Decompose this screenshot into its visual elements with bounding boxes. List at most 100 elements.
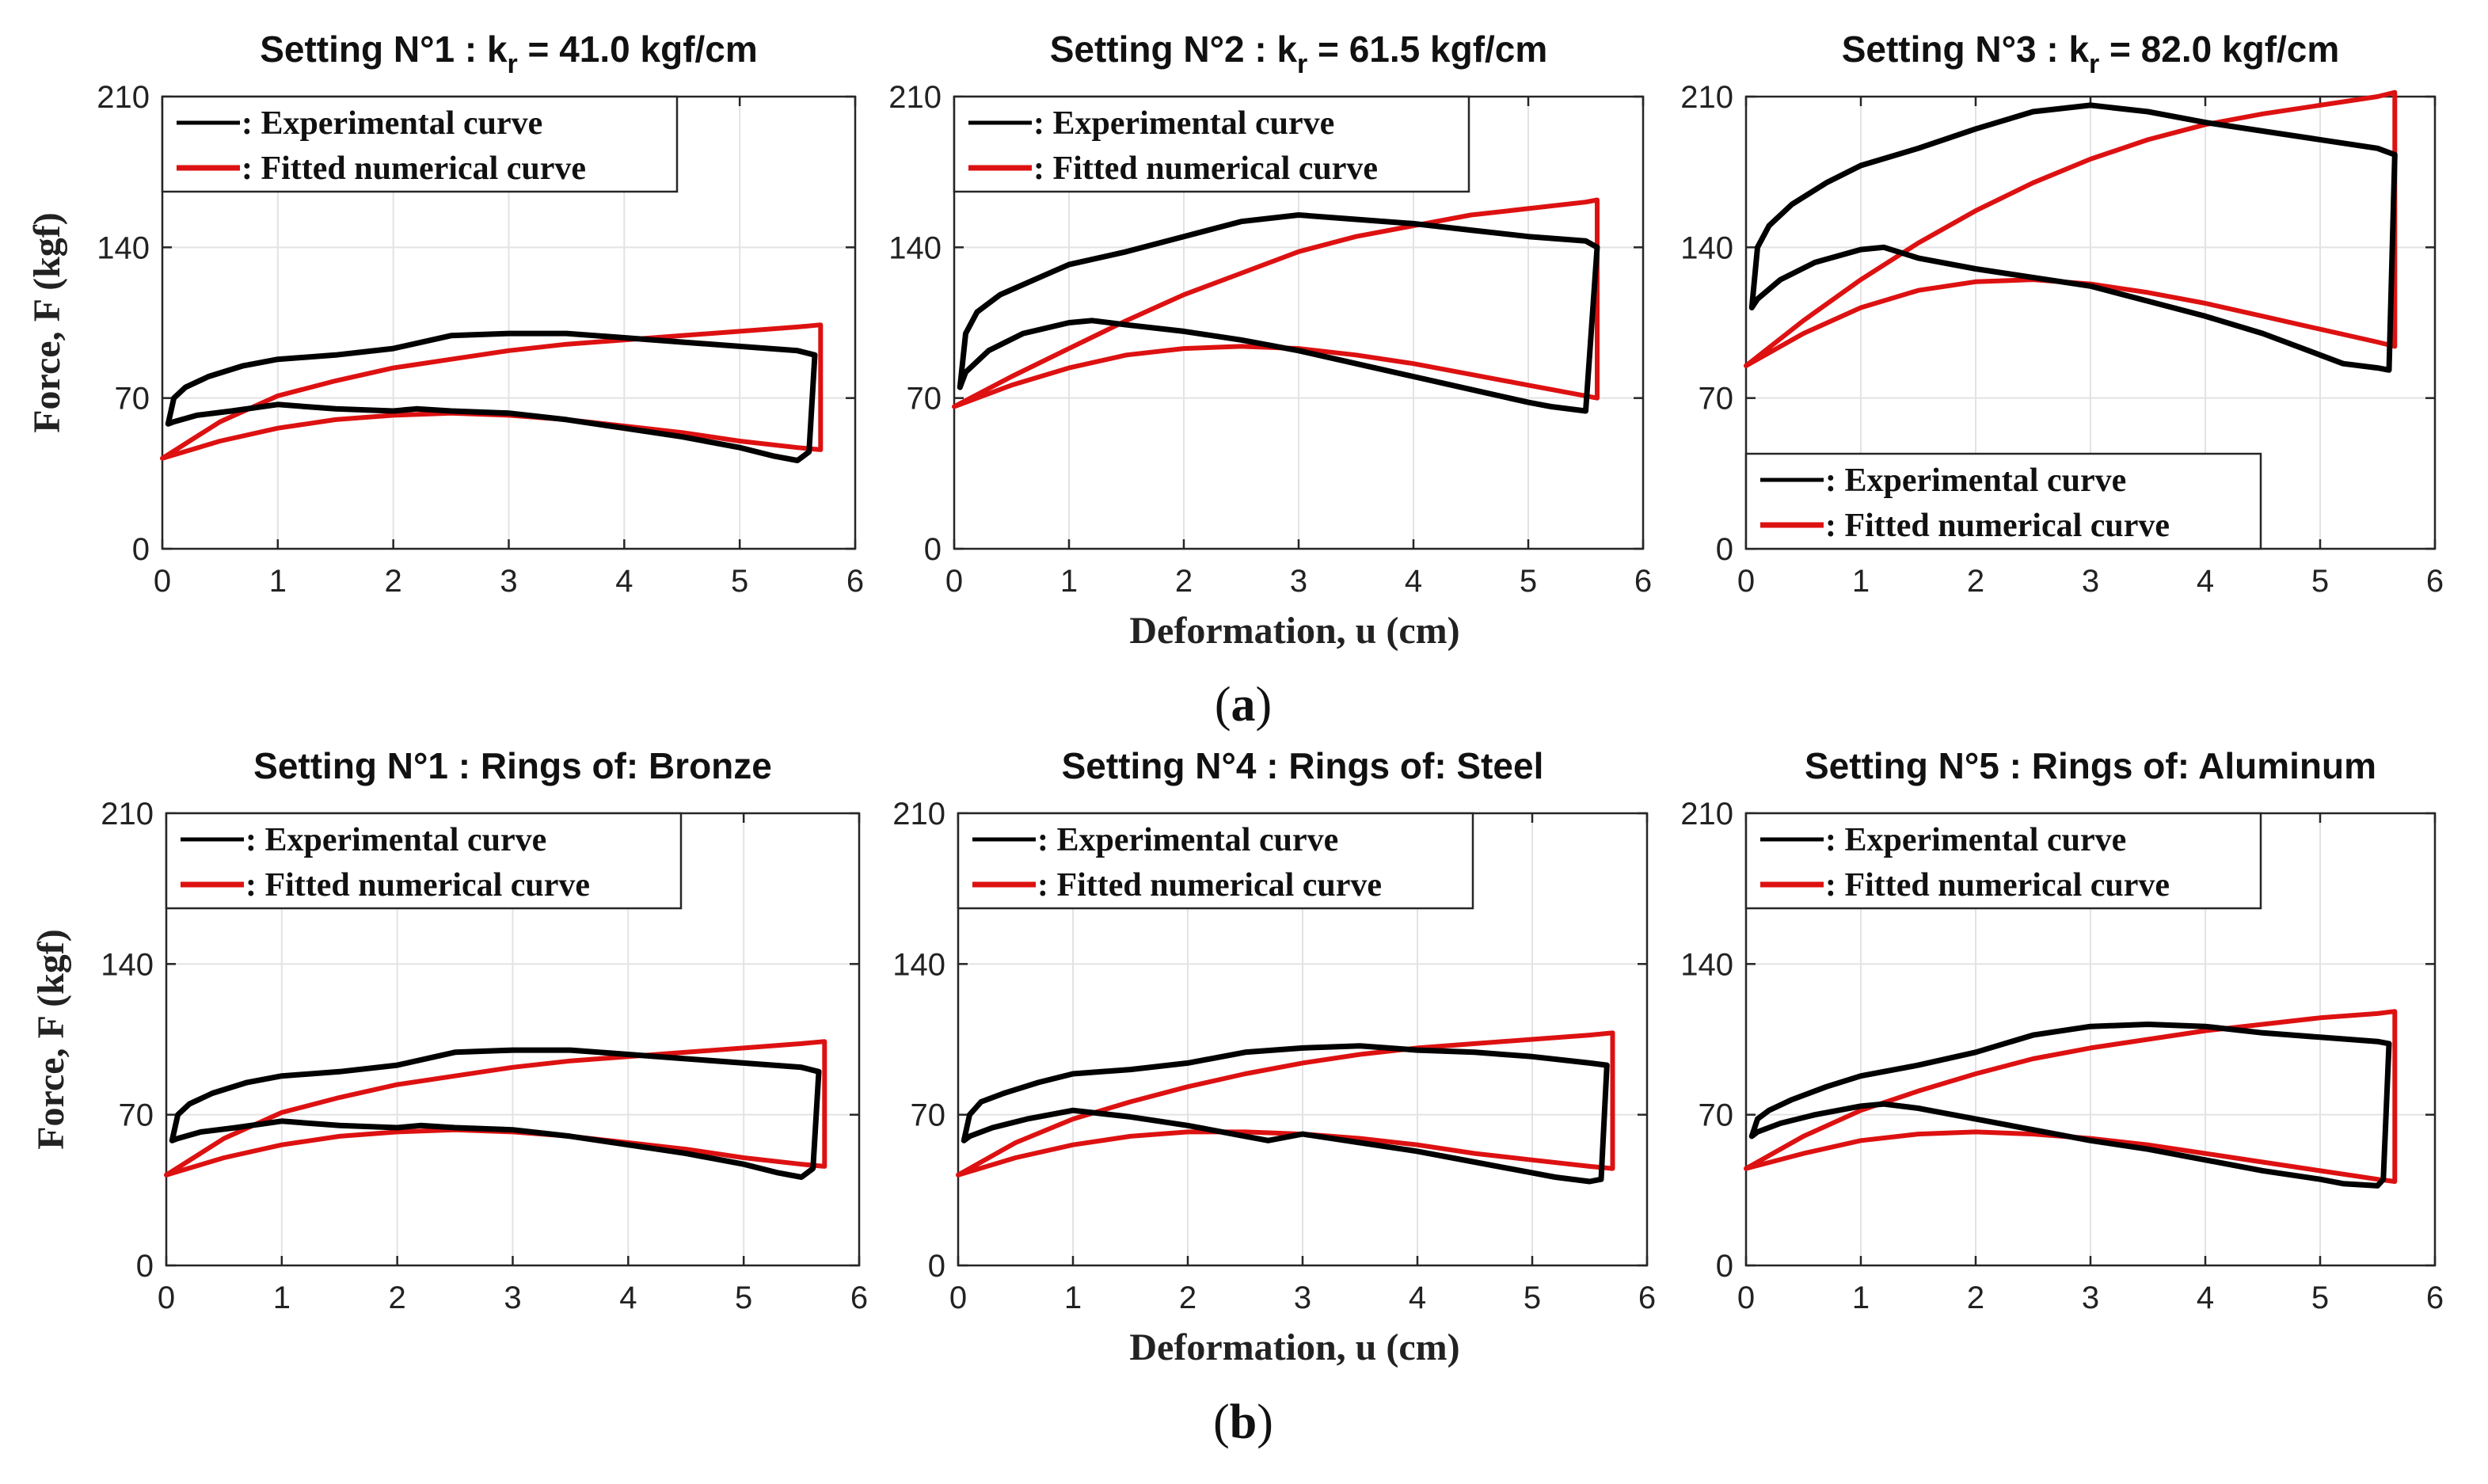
- experimental-curve: [1748, 1022, 2392, 1189]
- legend-box: [953, 95, 1470, 193]
- y-axis-label: Force, F (kgf): [30, 929, 72, 1150]
- legend-box: [957, 812, 1474, 910]
- y-tick-label: 140: [1680, 947, 1733, 982]
- legend-label: : Experimental curve: [1825, 822, 2126, 858]
- y-tick-label: 70: [119, 1098, 154, 1133]
- x-tick-label: 2: [385, 564, 402, 599]
- x-tick-label: 6: [1634, 564, 1652, 599]
- x-tick-label: 5: [1524, 1280, 1541, 1315]
- experimental-curve: [169, 1047, 822, 1180]
- legend-label: : Experimental curve: [1825, 462, 2126, 499]
- x-tick-label: 0: [949, 1280, 967, 1315]
- x-tick-label: 5: [2311, 1280, 2329, 1315]
- x-tick-label: 2: [1967, 564, 1984, 599]
- chart-title-rest: = 41.0 kgf/cm: [518, 29, 758, 70]
- y-tick-label: 210: [888, 80, 942, 115]
- legend-label: : Fitted numerical curve: [1825, 508, 2170, 544]
- legend: : Experimental curve : Fitted numerical c…: [953, 95, 1470, 193]
- fitted-numerical-curve: [1744, 89, 2398, 368]
- x-tick-label: 1: [269, 564, 287, 599]
- legend-box: [1744, 812, 2262, 910]
- y-tick-label: 210: [1680, 80, 1733, 115]
- chart-title-main: Setting N°1 : k: [260, 29, 508, 70]
- y-tick-label: 0: [1716, 1249, 1733, 1284]
- y-tick-label: 70: [1699, 1098, 1734, 1133]
- x-tick-label: 4: [619, 1280, 637, 1315]
- experimental-curve: [957, 212, 1600, 414]
- y-tick-label: 210: [892, 797, 945, 831]
- chart-title-main: Setting N°1 : Rings of: Bronze: [253, 745, 772, 786]
- chart-title-main: Setting N°4 : Rings of: Steel: [1062, 745, 1544, 786]
- x-tick-label: 0: [1737, 1280, 1755, 1315]
- legend-label: : Experimental curve: [242, 105, 542, 142]
- legend-label: : Fitted numerical curve: [242, 150, 586, 187]
- legend-label: : Fitted numerical curve: [245, 867, 590, 904]
- experimental-curve: [961, 1043, 1610, 1185]
- x-tick-label: 0: [154, 564, 171, 599]
- x-tick-label: 1: [273, 1280, 291, 1315]
- y-tick-label: 210: [97, 80, 150, 115]
- x-tick-label: 5: [731, 564, 748, 599]
- x-tick-label: 6: [850, 1280, 868, 1315]
- legend-box: [1744, 452, 2262, 550]
- x-tick-label: 3: [1294, 1280, 1311, 1315]
- y-axis-label: Force, F (kgf): [26, 212, 68, 433]
- x-tick-label: 3: [2082, 1280, 2099, 1315]
- y-tick-label: 70: [907, 382, 942, 417]
- chart-title: Setting N°1 : Rings of: Bronze: [253, 745, 772, 786]
- x-tick-label: 0: [158, 1280, 175, 1315]
- x-tick-label: 5: [1520, 564, 1537, 599]
- chart-title: Setting N°1 : kr = 41.0 kgf/cm: [260, 29, 758, 79]
- x-tick-label: 3: [504, 1280, 521, 1315]
- x-tick-label: 4: [2197, 1280, 2214, 1315]
- y-tick-label: 140: [1680, 230, 1733, 265]
- fitted-numerical-curve: [1744, 1009, 2398, 1184]
- y-tick-label: 70: [115, 382, 150, 417]
- legend-label: : Experimental curve: [245, 822, 546, 858]
- x-tick-label: 2: [1179, 1280, 1196, 1315]
- x-tick-label: 0: [1737, 564, 1755, 599]
- chart-title-subscript: r: [2089, 49, 2099, 79]
- x-tick-label: 1: [1064, 1280, 1082, 1315]
- legend-box: [165, 812, 683, 910]
- y-tick-label: 210: [1680, 797, 1733, 831]
- chart-title-main: Setting N°3 : k: [1842, 29, 2090, 70]
- y-tick-label: 210: [101, 797, 154, 831]
- xlabel-row-b: Deformation, u (cm): [1129, 1326, 1459, 1368]
- legend: : Experimental curve: Fitted numerical c…: [957, 812, 1474, 910]
- x-tick-label: 5: [735, 1280, 752, 1315]
- legend-label: : Fitted numerical curve: [1825, 867, 2170, 904]
- legend-label: : Fitted numerical curve: [1033, 150, 1378, 187]
- legend-label: : Experimental curve: [1033, 105, 1334, 142]
- fitted-numerical-curve: [160, 322, 824, 461]
- chart-title: Setting N°3 : kr = 82.0 kgf/cm: [1842, 29, 2340, 79]
- x-tick-label: 6: [1638, 1280, 1656, 1315]
- chart-panel-5: 0 1 2 3 4 5 6 0 70 140 210 Setting N°4 : Rings of: …: [892, 745, 1656, 1315]
- x-tick-label: 3: [1290, 564, 1307, 599]
- chart-title: Setting N°5 : Rings of: Aluminum: [1805, 745, 2376, 786]
- chart-panel-2: 0 1 2 3 4 5 6 0 70 140 210 Setting N°2 : kr = 61.5 …: [888, 29, 1652, 599]
- chart-panel-4: 0 1 2 3 4 5 6 0 70 140 210 Setting N°1 : Rings of: …: [30, 745, 868, 1315]
- chart-panel-6: 0 1 2 3 4 5 6 0 70 140 210 Setting N°5 : Rings of: …: [1680, 745, 2444, 1315]
- legend: : Experimental curve : Fitted numerical c…: [161, 95, 679, 193]
- y-tick-label: 140: [888, 230, 942, 265]
- y-tick-label: 0: [136, 1249, 154, 1284]
- x-tick-label: 1: [1852, 1280, 1870, 1315]
- chart-panel-1: 0 1 2 3 4 5 6 0 70 140 210 Setting N°1 : kr = 41.0 …: [26, 29, 864, 599]
- fitted-numerical-curve: [164, 1039, 827, 1178]
- y-tick-label: 0: [924, 532, 942, 567]
- x-tick-label: 2: [389, 1280, 406, 1315]
- x-tick-label: 6: [846, 564, 864, 599]
- x-tick-label: 1: [1852, 564, 1870, 599]
- x-tick-label: 4: [1409, 1280, 1426, 1315]
- legend-label: : Experimental curve: [1037, 822, 1338, 858]
- chart-title-main: Setting N°5 : Rings of: Aluminum: [1805, 745, 2376, 786]
- x-tick-label: 2: [1967, 1280, 1984, 1315]
- chart-title-rest: = 61.5 kgf/cm: [1307, 29, 1547, 70]
- chart-title-subscript: r: [508, 49, 518, 79]
- x-tick-label: 3: [500, 564, 517, 599]
- chart-panel-3: 0 1 2 3 4 5 6 0 70 140 210 Setting N°3 : kr = 82.0 …: [1680, 29, 2444, 599]
- chart-title-main: Setting N°2 : k: [1050, 29, 1298, 70]
- y-tick-label: 0: [928, 1249, 945, 1284]
